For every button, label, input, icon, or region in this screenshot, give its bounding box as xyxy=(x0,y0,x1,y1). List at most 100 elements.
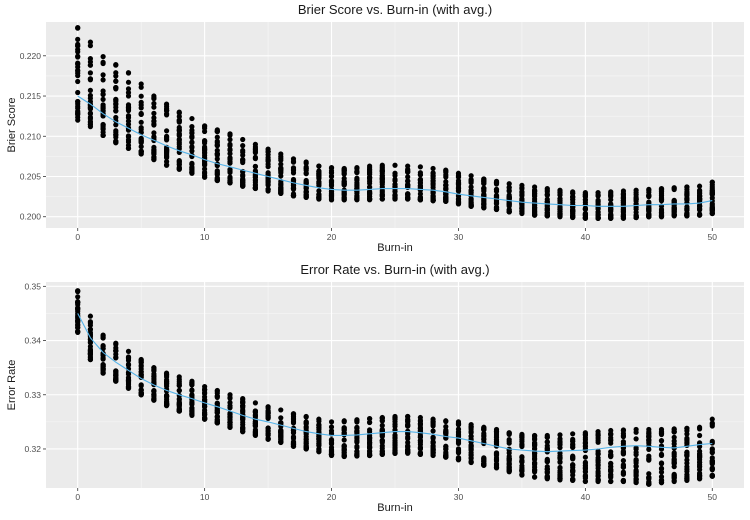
data-point xyxy=(455,457,462,463)
data-point xyxy=(417,164,423,170)
data-point xyxy=(582,430,588,436)
data-point xyxy=(113,62,119,68)
data-point xyxy=(532,205,538,211)
data-point xyxy=(328,441,335,447)
data-point xyxy=(709,206,715,212)
data-point xyxy=(202,391,208,397)
data-point xyxy=(240,183,246,189)
data-point xyxy=(379,188,385,194)
data-point xyxy=(379,426,385,433)
x-tick-label: 10 xyxy=(200,492,210,502)
data-point xyxy=(684,449,690,455)
data-point xyxy=(519,206,525,212)
data-point xyxy=(697,432,703,439)
data-point xyxy=(100,105,106,111)
data-point xyxy=(125,115,132,121)
data-point xyxy=(405,417,411,423)
data-point xyxy=(544,192,550,198)
data-point xyxy=(697,441,703,447)
data-point xyxy=(392,192,398,198)
data-point xyxy=(582,189,588,196)
data-point xyxy=(214,420,220,426)
data-point xyxy=(519,454,525,460)
data-point xyxy=(176,126,182,132)
data-point xyxy=(354,165,360,171)
data-point xyxy=(151,157,157,163)
data-point xyxy=(290,418,297,424)
data-point xyxy=(620,463,627,469)
data-point xyxy=(392,450,398,456)
data-point xyxy=(75,117,81,123)
data-point xyxy=(100,343,106,349)
data-point xyxy=(113,140,119,146)
data-point xyxy=(582,468,589,474)
data-point xyxy=(240,395,246,402)
data-point xyxy=(697,451,703,457)
data-point xyxy=(151,379,157,385)
y-axis-label: Error Rate xyxy=(6,360,18,411)
data-point xyxy=(303,194,309,201)
data-point xyxy=(367,163,373,169)
data-point xyxy=(709,201,715,207)
data-point xyxy=(252,156,258,162)
data-point xyxy=(430,452,436,459)
data-point xyxy=(608,432,614,438)
data-point xyxy=(341,432,347,438)
data-point xyxy=(544,457,550,464)
data-point xyxy=(265,182,271,188)
data-point xyxy=(189,407,195,413)
data-point xyxy=(100,121,106,128)
data-point xyxy=(265,156,271,162)
data-point xyxy=(367,434,373,440)
data-point xyxy=(430,421,436,427)
data-point xyxy=(328,452,335,459)
data-point xyxy=(290,176,297,183)
data-point xyxy=(252,422,258,428)
data-point xyxy=(316,169,322,175)
data-point xyxy=(684,184,690,190)
data-point xyxy=(443,194,449,200)
data-point xyxy=(341,426,347,432)
data-point xyxy=(328,165,335,171)
data-point xyxy=(684,473,690,479)
data-point xyxy=(278,190,284,196)
data-point xyxy=(417,451,423,457)
data-point xyxy=(176,117,182,123)
data-point xyxy=(189,139,195,145)
data-point xyxy=(620,209,627,215)
data-point xyxy=(595,472,601,478)
data-point xyxy=(189,401,195,407)
data-point xyxy=(493,178,500,184)
y-tick-label: 0.210 xyxy=(20,131,42,141)
data-point xyxy=(113,374,119,380)
data-point xyxy=(354,417,360,423)
data-point xyxy=(100,126,106,132)
data-point xyxy=(367,416,373,422)
data-point xyxy=(176,113,182,120)
data-point xyxy=(608,453,614,459)
x-tick-label: 20 xyxy=(327,492,337,502)
data-point xyxy=(443,174,449,180)
chart-title: Brier Score vs. Burn-in (with avg.) xyxy=(298,2,492,17)
data-point xyxy=(405,431,411,437)
data-point xyxy=(189,412,195,418)
data-point xyxy=(87,348,93,354)
data-point xyxy=(87,59,93,65)
data-point xyxy=(646,194,652,200)
data-point xyxy=(341,197,347,203)
data-point xyxy=(202,416,208,422)
data-point xyxy=(303,167,309,173)
data-point xyxy=(113,96,119,102)
data-point xyxy=(189,124,195,130)
data-point xyxy=(658,214,665,220)
data-point xyxy=(367,174,373,181)
data-point xyxy=(608,208,614,215)
data-point xyxy=(493,206,500,213)
data-point xyxy=(87,313,94,319)
data-point xyxy=(481,436,487,442)
data-point xyxy=(671,434,677,440)
data-point xyxy=(582,440,589,446)
data-point xyxy=(328,170,335,176)
data-point xyxy=(87,356,94,363)
data-point xyxy=(265,410,271,416)
